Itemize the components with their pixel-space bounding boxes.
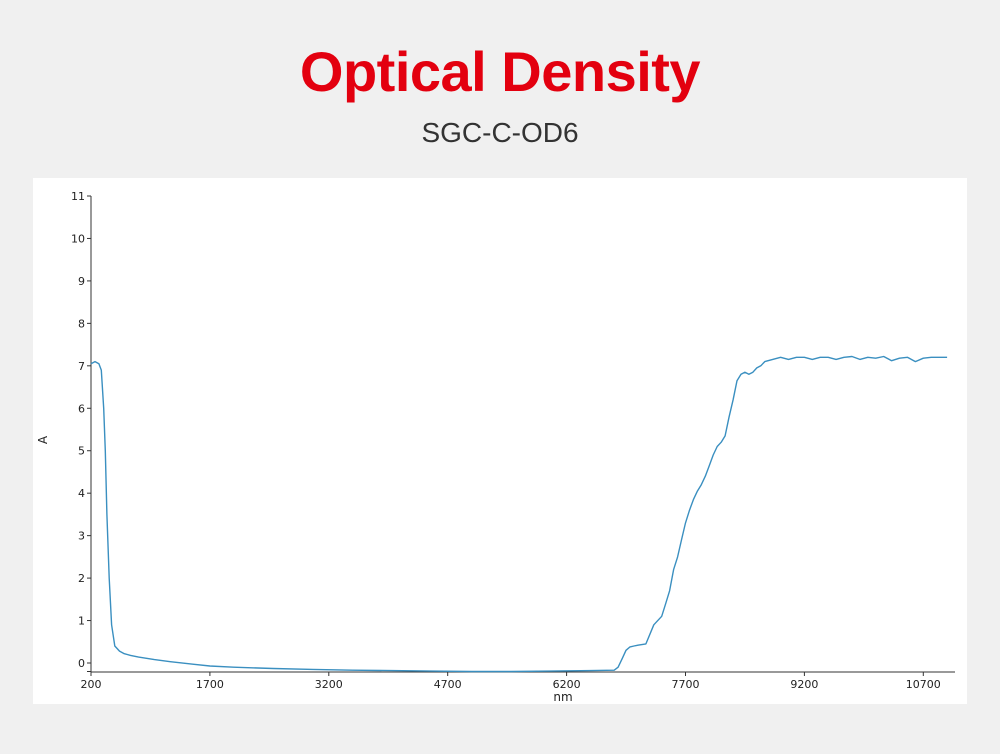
series-line-0: [90, 355, 948, 673]
page-subtitle: SGC-C-OD6: [421, 117, 579, 148]
x-tick-label: 10700: [906, 678, 941, 691]
y-tick-label: 2: [78, 572, 85, 585]
chart-axes: 0 1 2 3 4 5 6 7 8 9 10 11 200 1700 3200 4700 6200 7700 920…: [71, 190, 955, 691]
x-tick-label: 4700: [434, 678, 462, 691]
y-tick-label: 4: [78, 487, 85, 500]
x-tick-label: 6200: [553, 678, 581, 691]
y-tick-label: 3: [78, 530, 85, 543]
x-tick-label: 200: [81, 678, 102, 691]
y-tick-label: 8: [78, 317, 85, 330]
y-tick-label: 1: [78, 615, 85, 628]
y-tick-label: 5: [78, 445, 85, 458]
y-tick-label: 6: [78, 402, 85, 415]
y-tick-label: 7: [78, 360, 85, 373]
y-tick-label: 9: [78, 275, 85, 288]
y-tick-label: 10: [71, 232, 85, 245]
x-axis-label: nm: [553, 690, 572, 704]
y-tick-label: 11: [71, 190, 85, 203]
chart-marks: [90, 355, 948, 673]
x-tick-label: 1700: [196, 678, 224, 691]
page-title: Optical Density: [299, 40, 701, 103]
chart-panel: 0 1 2 3 4 5 6 7 8 9 10 11 200 1700 3200 4700 6200 7700 920…: [33, 178, 967, 704]
x-tick-label: 3200: [315, 678, 343, 691]
y-tick-label: 0: [78, 657, 85, 670]
x-tick-label: 9200: [790, 678, 818, 691]
y-axis-label: A: [36, 435, 50, 444]
optical-density-chart: 0 1 2 3 4 5 6 7 8 9 10 11 200 1700 3200 4700 6200 7700 920…: [36, 190, 955, 704]
x-tick-label: 7700: [671, 678, 699, 691]
